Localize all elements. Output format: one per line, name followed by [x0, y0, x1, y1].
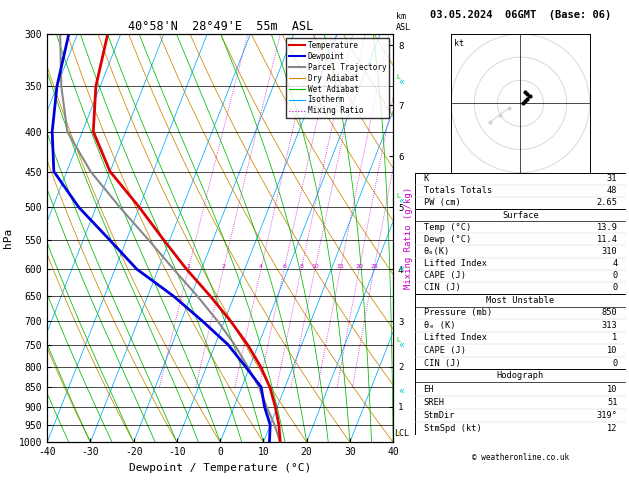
- Text: 10: 10: [311, 264, 319, 269]
- Text: «: «: [398, 386, 404, 396]
- Text: 10: 10: [607, 384, 618, 394]
- Text: PW (cm): PW (cm): [423, 198, 460, 208]
- Text: 0: 0: [612, 359, 618, 367]
- Text: L: L: [396, 192, 400, 198]
- Text: 48: 48: [607, 186, 618, 195]
- Text: Pressure (mb): Pressure (mb): [423, 308, 492, 317]
- Text: 15: 15: [337, 264, 344, 269]
- Text: 850: 850: [602, 308, 618, 317]
- Text: CAPE (J): CAPE (J): [423, 346, 465, 355]
- Y-axis label: hPa: hPa: [3, 228, 13, 248]
- Text: 6: 6: [282, 264, 286, 269]
- Text: CIN (J): CIN (J): [423, 283, 460, 293]
- Text: «: «: [398, 264, 404, 274]
- Text: Lifted Index: Lifted Index: [423, 333, 487, 343]
- Text: Most Unstable: Most Unstable: [486, 296, 555, 305]
- Text: 31: 31: [607, 174, 618, 183]
- Text: SREH: SREH: [423, 398, 445, 407]
- Text: 51: 51: [607, 398, 618, 407]
- Text: StmSpd (kt): StmSpd (kt): [423, 424, 481, 433]
- Text: 1: 1: [186, 264, 191, 269]
- Text: K: K: [423, 174, 429, 183]
- Text: LCL: LCL: [394, 429, 409, 438]
- Text: Lifted Index: Lifted Index: [423, 259, 487, 268]
- Text: 03.05.2024  06GMT  (Base: 06): 03.05.2024 06GMT (Base: 06): [430, 10, 611, 19]
- Text: Temp (°C): Temp (°C): [423, 223, 471, 232]
- Text: Hodograph: Hodograph: [497, 371, 544, 381]
- Text: L: L: [396, 73, 400, 80]
- Text: 319°: 319°: [596, 411, 618, 420]
- Text: 0: 0: [612, 271, 618, 280]
- Text: θₑ (K): θₑ (K): [423, 321, 455, 330]
- Text: 4: 4: [612, 259, 618, 268]
- Text: 20: 20: [355, 264, 363, 269]
- Text: Dewp (°C): Dewp (°C): [423, 235, 471, 244]
- Text: 8: 8: [299, 264, 303, 269]
- Text: 4: 4: [259, 264, 263, 269]
- Text: 25: 25: [370, 264, 378, 269]
- Text: 310: 310: [602, 247, 618, 256]
- Title: 40°58'N  28°49'E  55m  ASL: 40°58'N 28°49'E 55m ASL: [128, 20, 313, 33]
- Text: 11.4: 11.4: [596, 235, 618, 244]
- Text: «: «: [398, 340, 404, 350]
- Text: «: «: [398, 76, 404, 87]
- Text: Mixing Ratio (g/kg): Mixing Ratio (g/kg): [404, 187, 413, 289]
- Text: L: L: [396, 337, 400, 343]
- X-axis label: Dewpoint / Temperature (°C): Dewpoint / Temperature (°C): [129, 463, 311, 473]
- Text: Y: Y: [396, 431, 400, 437]
- Text: CAPE (J): CAPE (J): [423, 271, 465, 280]
- Text: km
ASL: km ASL: [396, 12, 411, 32]
- Text: 1: 1: [612, 333, 618, 343]
- Text: EH: EH: [423, 384, 434, 394]
- Text: © weatheronline.co.uk: © weatheronline.co.uk: [472, 452, 569, 462]
- Text: kt: kt: [454, 39, 464, 48]
- Text: 2.65: 2.65: [596, 198, 618, 208]
- Text: 12: 12: [607, 424, 618, 433]
- Text: Totals Totals: Totals Totals: [423, 186, 492, 195]
- Text: 0: 0: [612, 283, 618, 293]
- Text: Surface: Surface: [502, 210, 539, 220]
- Text: CIN (J): CIN (J): [423, 359, 460, 367]
- Text: 10: 10: [607, 346, 618, 355]
- Text: 313: 313: [602, 321, 618, 330]
- Text: StmDir: StmDir: [423, 411, 455, 420]
- Text: 2: 2: [221, 264, 225, 269]
- Legend: Temperature, Dewpoint, Parcel Trajectory, Dry Adiabat, Wet Adiabat, Isotherm, Mi: Temperature, Dewpoint, Parcel Trajectory…: [286, 38, 389, 119]
- Text: 13.9: 13.9: [596, 223, 618, 232]
- Text: θₑ(K): θₑ(K): [423, 247, 450, 256]
- Text: «: «: [398, 195, 404, 206]
